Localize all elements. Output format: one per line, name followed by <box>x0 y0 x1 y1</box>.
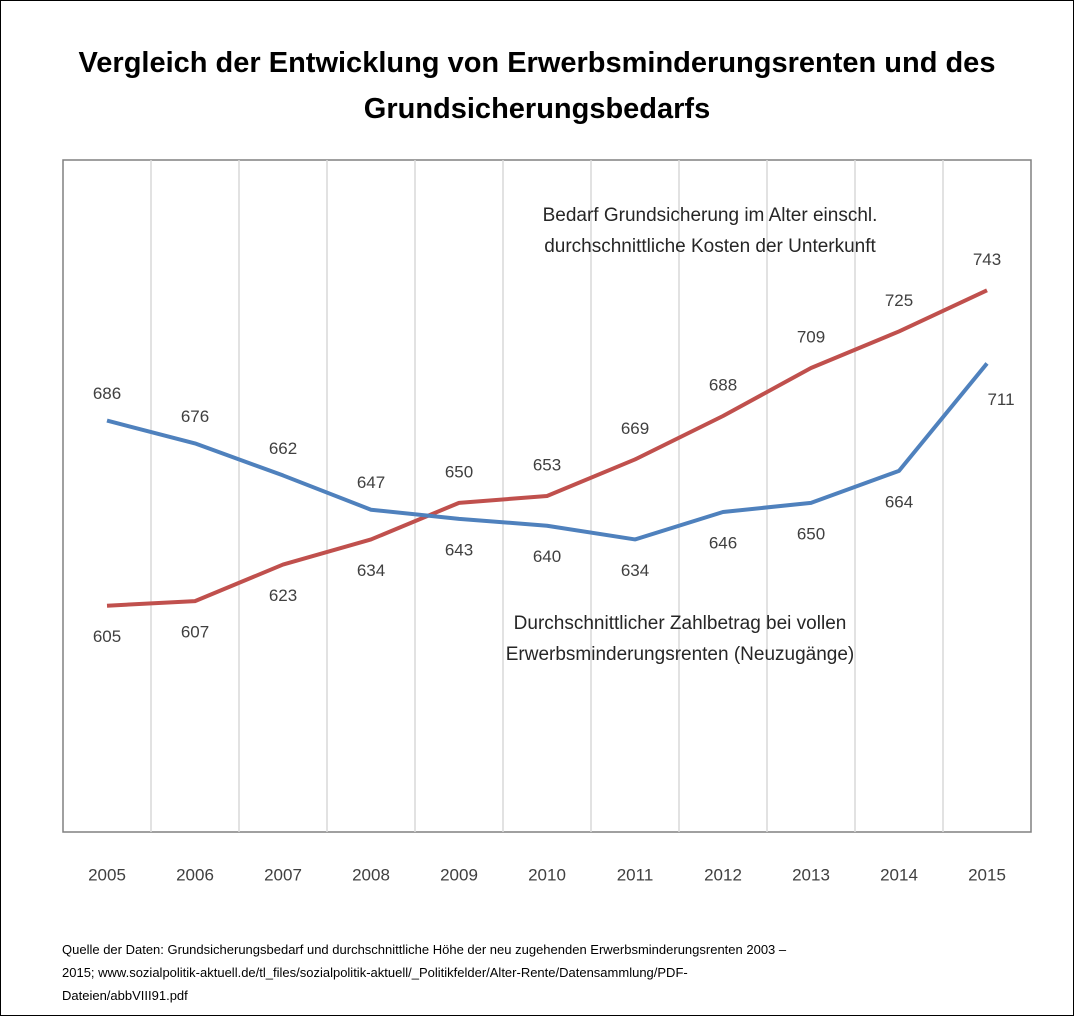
data-label: 711 <box>987 390 1014 409</box>
data-label: 686 <box>93 384 121 403</box>
plot-area <box>62 159 1032 833</box>
source-note: Quelle der Daten: Grundsicherungsbedarf … <box>62 942 787 1003</box>
data-label: 688 <box>709 375 737 394</box>
x-tick-label: 2006 <box>176 865 214 884</box>
data-label: 650 <box>797 524 825 543</box>
x-tick-label: 2011 <box>617 865 654 884</box>
x-tick-label: 2010 <box>528 865 566 884</box>
data-label: 623 <box>269 586 297 605</box>
x-tick-label: 2015 <box>968 865 1006 884</box>
x-tick-label: 2014 <box>880 865 918 884</box>
x-tick-label: 2008 <box>352 865 390 884</box>
data-label: 653 <box>533 455 561 474</box>
x-tick-label: 2007 <box>264 865 302 884</box>
data-label: 743 <box>973 250 1001 269</box>
chart-title: Vergleich der Entwicklung von Erwerbsmin… <box>78 47 996 125</box>
data-label: 669 <box>621 419 649 438</box>
series-annotation: Bedarf Grundsicherung im Alter einschl. … <box>542 205 878 257</box>
series-line <box>106 288 988 608</box>
data-label: 607 <box>181 623 209 642</box>
data-label: 634 <box>621 561 649 580</box>
data-label: 709 <box>797 327 825 346</box>
data-label: 676 <box>181 407 209 426</box>
data-label: 640 <box>533 547 561 566</box>
series-line <box>106 362 989 542</box>
data-label: 643 <box>445 540 473 559</box>
x-tick-label: 2005 <box>88 865 126 884</box>
data-label: 605 <box>93 627 121 646</box>
x-tick-label: 2013 <box>792 865 830 884</box>
data-label: 646 <box>709 533 737 552</box>
data-label: 634 <box>357 561 385 580</box>
x-tick-label: 2012 <box>704 865 742 884</box>
data-label: 650 <box>445 462 473 481</box>
data-label: 664 <box>885 492 913 511</box>
data-label: 647 <box>357 473 385 492</box>
x-tick-label: 2009 <box>440 865 478 884</box>
data-label: 725 <box>885 291 913 310</box>
data-label: 662 <box>269 439 297 458</box>
series-annotation: Durchschnittlicher Zahlbetrag bei vollen… <box>505 613 855 665</box>
